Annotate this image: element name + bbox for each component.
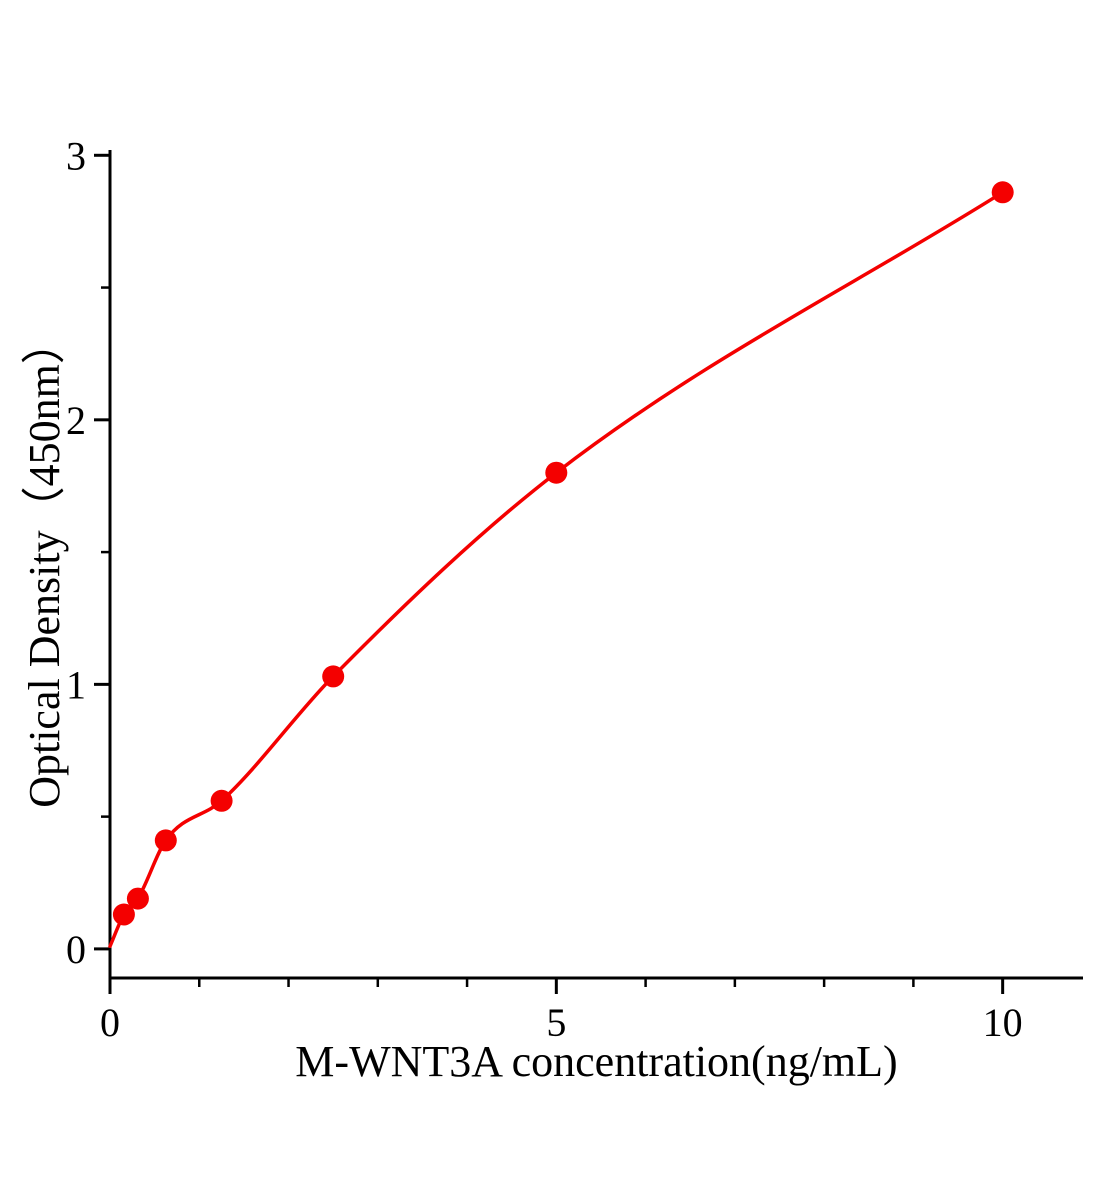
fit-curve bbox=[108, 190, 1005, 949]
data-point bbox=[991, 181, 1014, 204]
data-point bbox=[322, 665, 345, 688]
y-axis-title-wrap: Optical Density（450nm） bbox=[2, 150, 78, 978]
y-axis-tick-label: 0 bbox=[66, 927, 86, 972]
x-axis-title: M-WNT3A concentration(ng/mL) bbox=[295, 1037, 898, 1086]
y-axis-tick-label: 1 bbox=[66, 662, 86, 707]
data-point bbox=[126, 887, 149, 910]
x-axis-tick-label: 10 bbox=[983, 1000, 1023, 1045]
y-axis-tick-label: 3 bbox=[66, 133, 86, 178]
axis-lines bbox=[108, 150, 1083, 980]
x-axis-tick-label: 0 bbox=[100, 1000, 120, 1045]
data-point bbox=[154, 829, 177, 852]
data-point bbox=[545, 461, 568, 484]
data-point bbox=[112, 903, 135, 926]
data-point bbox=[210, 789, 233, 812]
y-axis-tick-label: 2 bbox=[66, 398, 86, 443]
y-axis-title: Optical Density（450nm） bbox=[20, 320, 70, 808]
x-axis-tick-label: 5 bbox=[546, 1000, 566, 1045]
